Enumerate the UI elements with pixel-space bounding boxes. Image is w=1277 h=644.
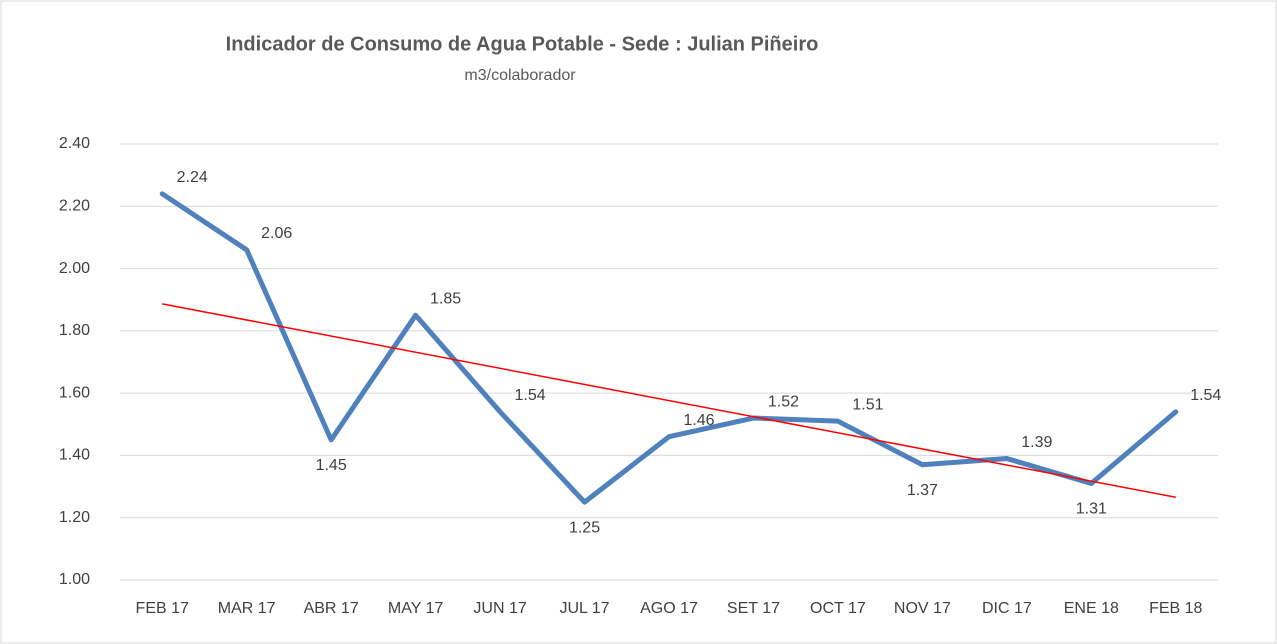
x-tick-label: FEB 17: [136, 600, 189, 617]
y-tick-label: 1.00: [59, 571, 90, 588]
x-tick-label: ENE 18: [1064, 600, 1119, 617]
x-tick-label: NOV 17: [894, 600, 951, 617]
chart-title: Indicador de Consumo de Agua Potable - S…: [226, 33, 819, 55]
x-tick-label: FEB 18: [1149, 600, 1202, 617]
y-tick-label: 2.20: [59, 198, 90, 215]
y-tick-label: 1.60: [59, 384, 90, 401]
data-label: 1.85: [430, 291, 461, 308]
x-tick-label: DIC 17: [982, 600, 1032, 617]
y-tick-label: 1.80: [59, 322, 90, 339]
data-label: 2.24: [177, 169, 208, 186]
data-label: 1.51: [852, 396, 883, 413]
data-label: 1.46: [683, 412, 714, 429]
y-tick-label: 1.40: [59, 447, 90, 464]
chart-subtitle: m3/colaborador: [464, 67, 576, 84]
data-label: 1.54: [1190, 387, 1221, 404]
y-tick-label: 2.00: [59, 260, 90, 277]
data-line: [159, 191, 1179, 505]
x-tick-label: AGO 17: [640, 600, 698, 617]
x-tick-label: MAR 17: [218, 600, 276, 617]
data-label: 1.25: [569, 519, 600, 536]
data-label: 2.06: [261, 225, 292, 242]
y-tick-label: 1.20: [59, 509, 90, 526]
x-tick-label: OCT 17: [810, 600, 866, 617]
y-tick-label: 2.40: [59, 135, 90, 152]
data-label: 1.54: [515, 387, 546, 404]
x-tick-label: JUN 17: [473, 600, 526, 617]
data-label: 1.39: [1021, 434, 1052, 451]
data-label: 1.37: [907, 482, 938, 499]
x-tick-label: SET 17: [727, 600, 780, 617]
data-label: 1.31: [1076, 501, 1107, 518]
trend-line: [162, 303, 1176, 499]
data-label: 1.45: [316, 457, 347, 474]
x-tick-label: ABR 17: [304, 600, 359, 617]
data-label: 1.52: [768, 393, 799, 410]
x-tick-label: JUL 17: [559, 600, 609, 617]
x-tick-label: MAY 17: [388, 600, 444, 617]
